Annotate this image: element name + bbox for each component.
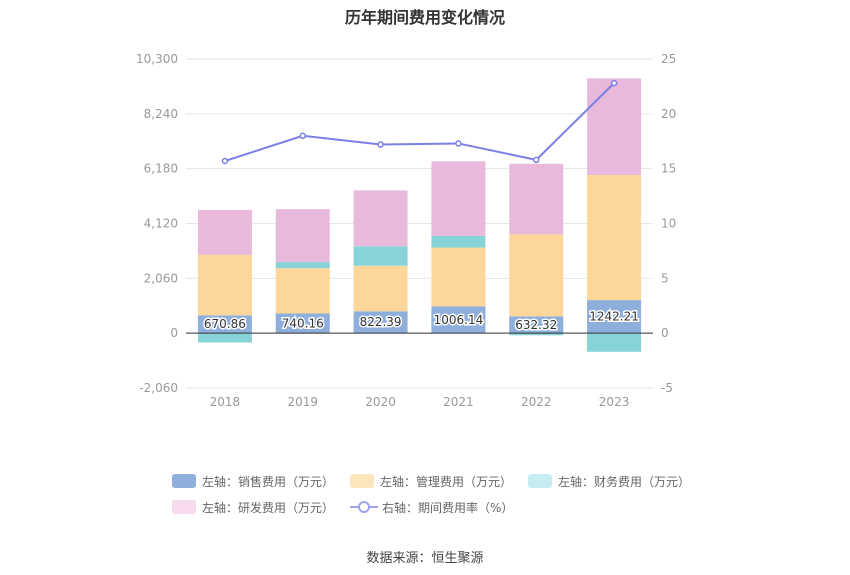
left-axis-tick-label: 0: [170, 326, 178, 340]
right-axis-tick-label: 15: [661, 162, 676, 176]
left-axis-tick-label: 10,300: [136, 52, 178, 66]
legend-item-sales[interactable]: 左轴：销售费用（万元）: [172, 473, 334, 490]
rate-point: [299, 132, 306, 140]
axes: -2,060 0 2,060 4,120 6,180 8,240 10,300 -5 0 5 10 1…: [136, 52, 676, 409]
bar-segment-0: [353, 311, 408, 334]
right-axis-tick-label: 25: [661, 52, 676, 66]
gridlines: [186, 58, 653, 389]
left-axis-tick-label: -2,060: [139, 381, 178, 395]
left-axis-tick-label: 6,180: [144, 162, 178, 176]
bar-segment-2: [353, 246, 408, 266]
chart-title: 历年期间费用变化情况: [344, 8, 505, 27]
bar-segment-3: [275, 209, 330, 263]
bar-segment-2: [587, 333, 642, 352]
bar-segment-1: [431, 247, 486, 307]
bar-segment-0: [509, 316, 564, 334]
legend-label-rate: 右轴：期间费用率（%）: [382, 500, 514, 515]
legend-swatch-admin: [350, 474, 375, 488]
bar-segment-1: [509, 234, 564, 317]
source-note: 数据来源：恒生聚源: [366, 551, 484, 566]
x-axis-tick-label: 2023: [599, 395, 630, 409]
data-label: 822.39: [360, 315, 402, 329]
data-labels: 670.86 740.16 822.39 1006.14 632.32 1242.21: [202, 308, 640, 333]
x-axis-tick-label: 2021: [443, 395, 474, 409]
rate-point: [221, 157, 229, 165]
legend-item-finance[interactable]: 左轴：财务费用（万元）: [528, 473, 690, 490]
bar-segment-1: [197, 254, 252, 316]
x-axis-tick-label: 2022: [521, 395, 552, 409]
right-axis-tick-label: 0: [661, 326, 669, 340]
legend-row-2: 左轴：研发费用（万元） 右轴：期间费用率（%）: [172, 496, 692, 518]
bar-segment-3: [587, 78, 642, 175]
legend: 左轴：销售费用（万元） 左轴：管理费用（万元） 左轴：财务费用（万元） 左轴：研…: [172, 470, 692, 522]
legend-swatch-rd: [172, 500, 196, 514]
legend-label-finance: 左轴：财务费用（万元）: [558, 474, 691, 489]
left-axis-tick-label: 4,120: [144, 217, 178, 231]
bar-segment-2: [197, 333, 252, 343]
legend-label-rd: 左轴：研发费用（万元）: [202, 500, 335, 515]
legend-label-admin: 左轴：管理费用（万元）: [380, 474, 513, 489]
left-axis-tick-label: 2,060: [144, 271, 178, 285]
rate-point: [610, 79, 618, 87]
right-axis-tick-label: 5: [661, 271, 669, 285]
right-axis-tick-label: 20: [661, 107, 676, 121]
bar-segment-0: [197, 315, 252, 334]
left-axis-tick-label: 8,240: [144, 107, 178, 121]
data-label: 1242.21: [589, 310, 639, 324]
legend-row-1: 左轴：销售费用（万元） 左轴：管理费用（万元） 左轴：财务费用（万元）: [172, 470, 692, 492]
data-label: 740.16: [282, 316, 324, 330]
rate-line: [221, 79, 618, 165]
bar-segment-3: [353, 190, 408, 247]
legend-item-rate[interactable]: 右轴：期间费用率（%）: [350, 499, 513, 516]
right-axis-tick-label: -5: [661, 381, 673, 395]
bar-segment-0: [587, 300, 642, 334]
rate-point: [533, 156, 540, 164]
legend-swatch-sales: [172, 474, 196, 488]
x-axis-tick-label: 2019: [287, 395, 318, 409]
bar-segment-2: [431, 235, 486, 248]
bar-segment-2: [509, 333, 564, 336]
bar-segment-0: [431, 306, 486, 334]
legend-swatch-finance: [528, 474, 553, 488]
bar-segment-2: [275, 262, 330, 269]
x-axis-tick-label: 2018: [210, 395, 241, 409]
right-axis-tick-label: 10: [661, 217, 676, 231]
legend-item-admin[interactable]: 左轴：管理费用（万元）: [350, 473, 512, 490]
legend-label-sales: 左轴：销售费用（万元）: [202, 474, 335, 489]
bars: [197, 78, 642, 352]
rate-polyline: [224, 82, 615, 162]
bar-segment-3: [431, 161, 486, 236]
rate-point: [377, 141, 384, 148]
data-label: 1006.14: [434, 313, 484, 327]
bar-segment-1: [587, 174, 642, 301]
data-label: 632.32: [515, 318, 557, 332]
legend-line-rate-icon: [350, 500, 379, 514]
data-label: 670.86: [204, 317, 246, 331]
bar-segment-3: [197, 209, 252, 255]
bar-segment-3: [509, 163, 564, 235]
bar-segment-1: [353, 265, 408, 312]
rate-point: [455, 140, 462, 147]
bar-segment-1: [275, 268, 330, 314]
x-axis-tick-label: 2020: [365, 395, 396, 409]
bar-segment-0: [275, 313, 330, 334]
legend-item-rd[interactable]: 左轴：研发费用（万元）: [172, 499, 334, 516]
